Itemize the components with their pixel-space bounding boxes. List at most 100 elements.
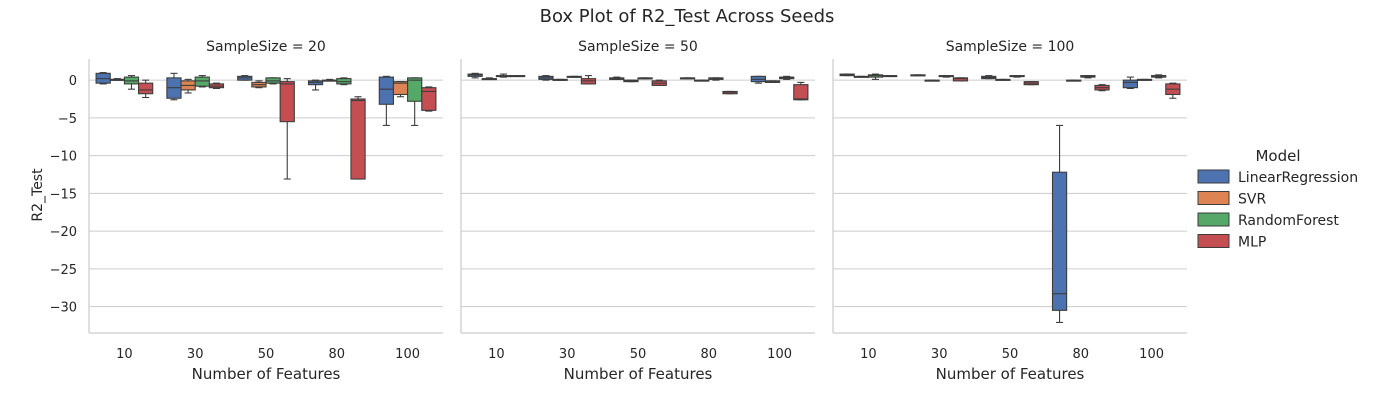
y-tick-label: −30	[50, 301, 77, 316]
x-tick-label: 100	[767, 347, 792, 362]
x-tick-label: 80	[1073, 347, 1090, 362]
facet-panel: SampleSize = 100 10 30 50 80 100 Number of Fea…	[832, 39, 1187, 383]
box-randomforest	[1080, 75, 1096, 79]
box-svr	[623, 79, 639, 83]
facet-panel: SampleSize = 20 0 −5 −10 −15 −20 −25 −30 10 30 50 8…	[50, 39, 443, 383]
box-mlp	[350, 96, 366, 180]
x-tick-label: 30	[931, 347, 948, 362]
box-mlp	[208, 82, 225, 89]
box-mlp	[793, 81, 809, 101]
box-linearregression	[538, 75, 554, 81]
x-tick-label: 80	[329, 347, 346, 362]
panel-title: SampleSize = 50	[578, 39, 698, 55]
legend-item: RandomForest	[1197, 212, 1339, 229]
legend-label: RandomForest	[1238, 213, 1339, 229]
box-randomforest	[867, 73, 884, 80]
box-svr	[180, 78, 196, 94]
box-body	[138, 82, 154, 95]
box-linearregression	[237, 75, 253, 81]
legend: Model LinearRegression SVR RandomForest MLP	[1197, 147, 1358, 251]
box-mlp	[651, 79, 667, 86]
box-mlp	[421, 86, 437, 112]
x-tick-label: 30	[559, 347, 576, 362]
box-linearregression	[750, 75, 766, 84]
box-body	[952, 77, 969, 82]
box-linearregression	[1122, 76, 1138, 89]
x-axis-label: Number of Features	[192, 365, 341, 383]
box-svr	[853, 75, 869, 78]
box-body	[194, 76, 210, 87]
legend-item: SVR	[1197, 191, 1266, 208]
box-svr	[481, 77, 497, 81]
x-axis-label: Number of Features	[564, 365, 713, 383]
box-svr	[924, 79, 940, 82]
y-tick-label: −10	[50, 150, 77, 165]
box-randomforest	[495, 73, 512, 78]
x-tick-label: 10	[116, 347, 133, 362]
box-body	[1122, 79, 1138, 89]
legend-swatch	[1197, 234, 1230, 248]
box-body	[279, 81, 295, 123]
box-mlp	[952, 77, 969, 82]
box-body	[350, 98, 366, 180]
box-linearregression	[95, 72, 111, 85]
box-linearregression	[467, 72, 483, 79]
box-randomforest	[1009, 75, 1025, 78]
box-linearregression	[1051, 124, 1068, 323]
legend-label: MLP	[1238, 235, 1266, 251]
y-tick-label: −5	[58, 112, 77, 127]
x-axis-label: Number of Features	[936, 365, 1085, 383]
box-body	[793, 84, 809, 101]
facet-panel: SampleSize = 50 10 30 50 80 100 Number of Feat…	[460, 39, 815, 383]
box-linearregression	[679, 77, 696, 80]
box-randomforest	[407, 77, 423, 126]
box-randomforest	[1151, 74, 1167, 79]
y-tick-label: −15	[50, 187, 77, 202]
x-tick-label: 80	[701, 347, 718, 362]
x-tick-label: 100	[395, 347, 420, 362]
y-tick-label: −25	[50, 263, 77, 278]
box-svr	[322, 78, 338, 82]
box-mlp	[1094, 84, 1110, 92]
box-randomforest	[265, 77, 281, 85]
box-linearregression	[910, 74, 926, 77]
legend-swatch	[1197, 212, 1230, 227]
legend-item: LinearRegression	[1197, 169, 1358, 186]
box-svr	[995, 78, 1011, 81]
box-svr	[552, 78, 568, 81]
box-svr	[1136, 78, 1153, 81]
legend-title: Model	[1255, 147, 1300, 165]
box-mlp	[1165, 82, 1181, 99]
x-tick-label: 10	[860, 347, 877, 362]
box-mlp	[1023, 81, 1039, 86]
legend-swatch	[1197, 191, 1230, 205]
x-tick-label: 10	[488, 347, 505, 362]
box-randomforest	[779, 75, 795, 80]
box-randomforest	[566, 75, 582, 78]
box-randomforest	[123, 75, 140, 90]
box-linearregression	[166, 72, 182, 101]
box-svr	[109, 78, 125, 81]
x-tick-label: 30	[187, 347, 204, 362]
x-tick-label: 100	[1139, 347, 1164, 362]
chart-title: Box Plot of R2_Test Across Seeds	[540, 6, 835, 27]
box-randomforest	[708, 77, 724, 81]
box-body	[1051, 171, 1068, 311]
box-randomforest	[637, 77, 653, 80]
box-body	[407, 77, 423, 102]
box-mlp	[882, 75, 898, 78]
box-mlp	[580, 75, 597, 85]
box-mlp	[138, 79, 154, 99]
box-mlp	[510, 75, 526, 78]
facet-panels: SampleSize = 20 0 −5 −10 −15 −20 −25 −30 10 30 50 8…	[50, 39, 1187, 383]
y-tick-label: 0	[69, 74, 77, 89]
legend-item: MLP	[1197, 234, 1266, 251]
box-svr	[764, 80, 781, 83]
y-axis-label: R2_Test	[30, 168, 46, 222]
box-randomforest	[336, 77, 352, 86]
box-svr	[251, 80, 267, 89]
legend-label: LinearRegression	[1238, 170, 1358, 186]
x-tick-label: 50	[258, 347, 275, 362]
box-linearregression	[609, 76, 625, 80]
